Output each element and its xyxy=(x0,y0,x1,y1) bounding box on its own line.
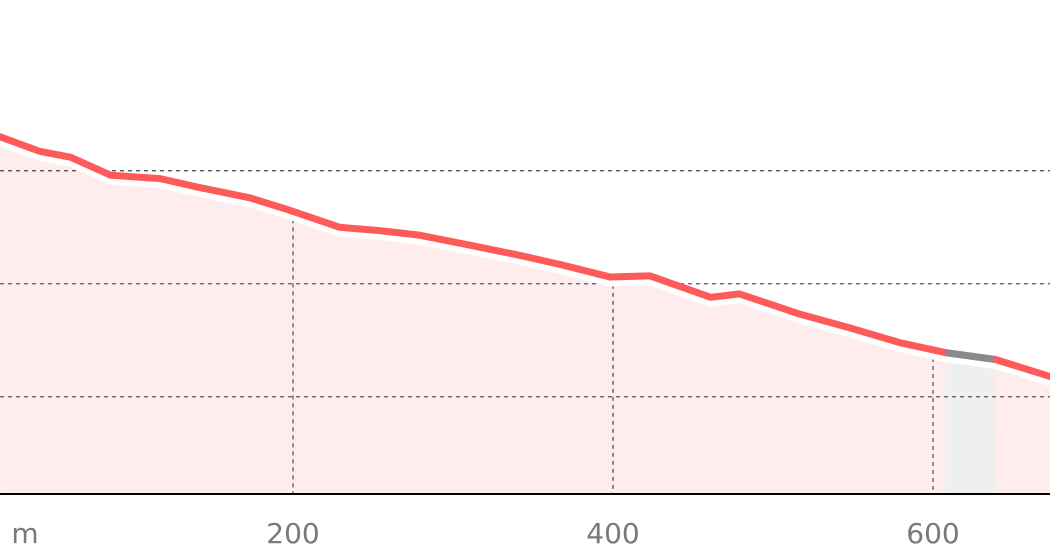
highlight-segment xyxy=(945,349,995,363)
x-tick-label: 600 xyxy=(906,517,959,550)
area xyxy=(0,136,1050,495)
x-axis-label: m xyxy=(11,517,38,550)
x-tick-label: 200 xyxy=(266,517,319,550)
line xyxy=(0,133,1050,380)
line-shadow xyxy=(0,139,1050,386)
highlight-band xyxy=(945,352,996,494)
x-tick-label: 400 xyxy=(586,517,639,550)
